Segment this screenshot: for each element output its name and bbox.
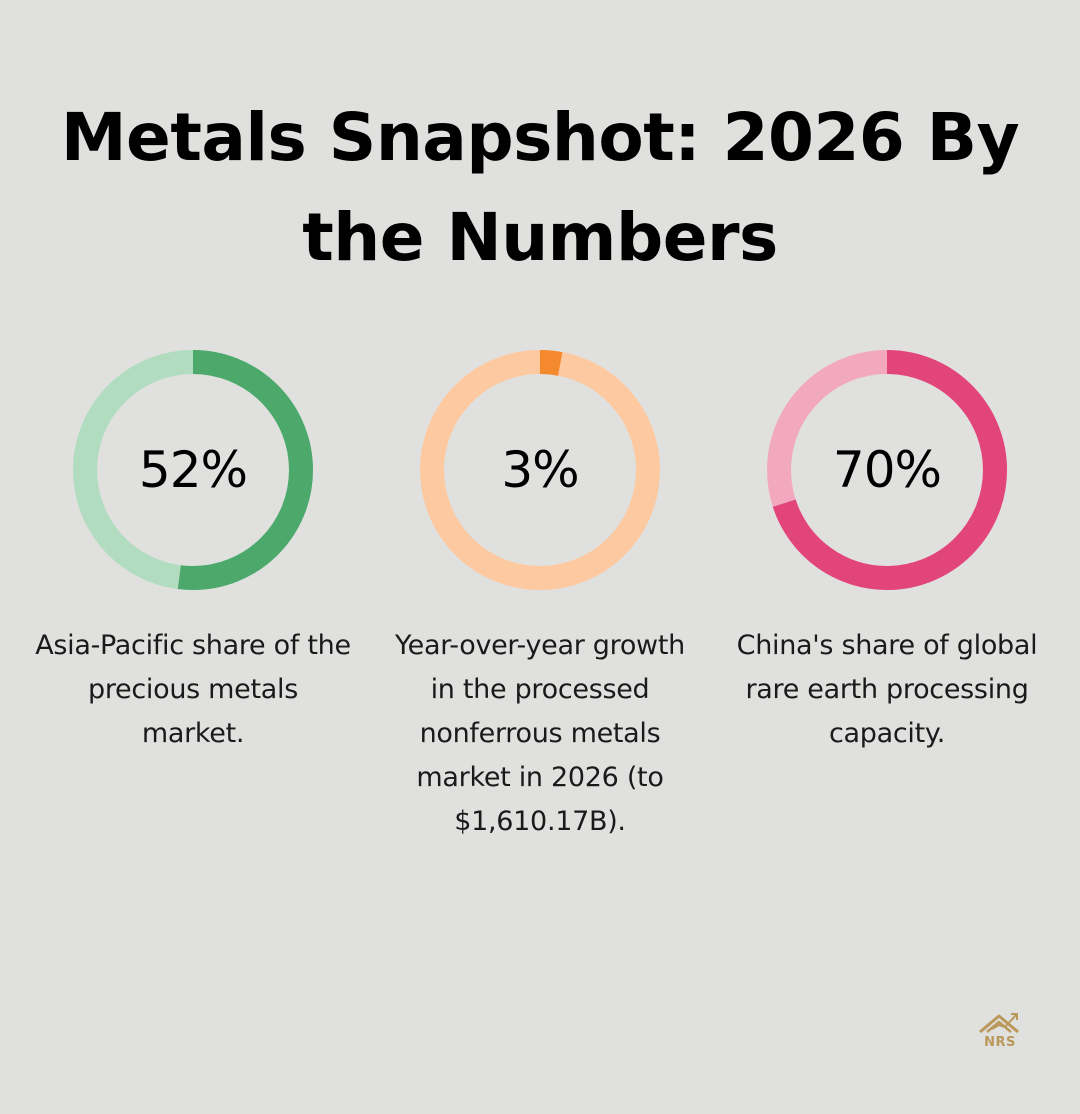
stat-description: China's share of global rare earth proce… (736, 630, 1038, 749)
page-title: Metals Snapshot: 2026 By the Numbers (60, 99, 1020, 276)
stat-card-china-rare-earth: 70% China's share of global rare earth p… (727, 350, 1047, 756)
donut-chart: 3% (420, 350, 660, 590)
donut-chart: 52% (73, 350, 313, 590)
logo-text: NRS (984, 1035, 1016, 1050)
stat-card-asia-pacific: 52% Asia-Pacific share of the precious m… (33, 350, 353, 756)
brand-logo: NRS (968, 1008, 1032, 1056)
donut-fill (767, 350, 1007, 590)
stat-description: Year-over-year growth in the processed n… (395, 630, 685, 837)
donut-chart: 70% (767, 350, 1007, 590)
percent-value: 52% (138, 441, 248, 499)
donut-svg (420, 350, 660, 590)
percent-value: 70% (832, 441, 942, 499)
stat-description: Asia-Pacific share of the precious metal… (35, 630, 351, 749)
stat-card-nonferrous-growth: 3% Year-over-year growth in the processe… (380, 350, 700, 844)
house-chart-icon (979, 1013, 1019, 1034)
percent-value: 3% (501, 441, 579, 499)
donut-svg (767, 350, 1007, 590)
donut-svg (73, 350, 313, 590)
donut-fill (73, 350, 313, 590)
donut-fill (420, 350, 660, 590)
